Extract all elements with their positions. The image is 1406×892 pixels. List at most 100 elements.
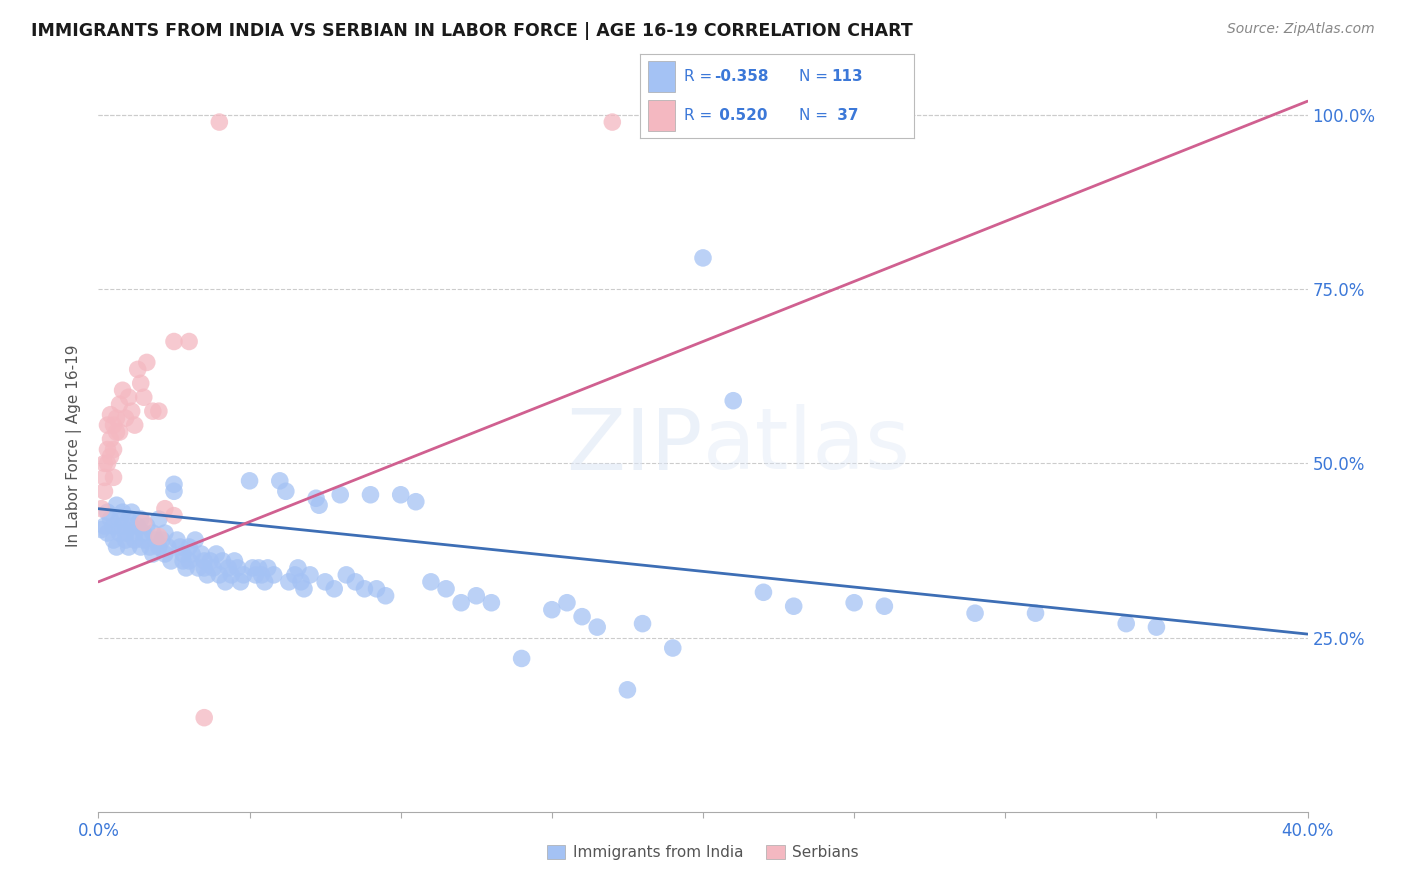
Point — [111, 384, 134, 398]
Point — [148, 512, 170, 526]
Point — [323, 582, 346, 596]
Bar — [648, 100, 675, 130]
Point — [148, 530, 170, 544]
Point — [314, 574, 336, 589]
Point — [163, 334, 186, 349]
Point — [224, 554, 246, 568]
Point — [221, 567, 243, 582]
Bar — [648, 62, 675, 92]
Point — [121, 404, 143, 418]
Point — [329, 488, 352, 502]
Point — [96, 505, 118, 519]
Point — [571, 609, 593, 624]
Point — [305, 491, 328, 506]
Text: 113: 113 — [832, 69, 863, 84]
Legend: Immigrants from India, Serbians: Immigrants from India, Serbians — [541, 839, 865, 866]
Point — [166, 533, 188, 547]
Point — [179, 334, 201, 349]
Point — [132, 390, 155, 404]
Text: R =: R = — [683, 108, 717, 123]
Point — [844, 596, 866, 610]
Point — [127, 362, 149, 376]
Point — [242, 561, 264, 575]
Point — [232, 567, 254, 582]
Point — [229, 574, 252, 589]
Point — [187, 561, 209, 575]
Point — [93, 470, 115, 484]
Text: R =: R = — [683, 69, 717, 84]
Text: Source: ZipAtlas.com: Source: ZipAtlas.com — [1227, 22, 1375, 37]
Point — [142, 547, 165, 561]
Point — [179, 554, 201, 568]
Point — [723, 393, 745, 408]
Point — [96, 442, 118, 457]
Point — [93, 484, 115, 499]
Point — [90, 523, 112, 537]
Point — [179, 540, 201, 554]
Point — [96, 418, 118, 433]
Point — [1024, 606, 1046, 620]
Point — [93, 519, 115, 533]
Point — [148, 540, 170, 554]
Point — [555, 596, 578, 610]
Point — [217, 561, 239, 575]
Point — [135, 519, 157, 533]
Point — [290, 574, 312, 589]
Point — [142, 404, 165, 418]
Point — [752, 585, 775, 599]
Point — [245, 567, 267, 582]
Point — [129, 540, 152, 554]
Point — [374, 589, 396, 603]
Point — [132, 516, 155, 530]
Point — [93, 457, 115, 471]
Point — [132, 526, 155, 541]
Point — [335, 567, 357, 582]
Point — [114, 533, 136, 547]
Point — [153, 526, 176, 541]
Point — [208, 115, 231, 129]
Point — [124, 533, 146, 547]
Point — [105, 425, 128, 439]
Point — [263, 567, 285, 582]
Point — [208, 567, 231, 582]
Point — [100, 512, 122, 526]
Point — [586, 620, 609, 634]
Point — [108, 397, 131, 411]
Point — [405, 494, 427, 508]
Point — [450, 596, 472, 610]
Point — [127, 519, 149, 533]
Point — [1115, 616, 1137, 631]
Point — [965, 606, 987, 620]
Point — [239, 474, 262, 488]
Point — [250, 567, 273, 582]
Point — [481, 596, 503, 610]
Point — [156, 540, 179, 554]
Point — [299, 567, 322, 582]
Point — [287, 561, 309, 575]
Point — [616, 682, 638, 697]
Point — [135, 355, 157, 369]
Point — [873, 599, 896, 614]
Point — [190, 547, 212, 561]
Point — [292, 582, 315, 596]
Point — [103, 519, 125, 533]
Point — [142, 526, 165, 541]
Text: IMMIGRANTS FROM INDIA VS SERBIAN IN LABOR FORCE | AGE 16-19 CORRELATION CHART: IMMIGRANTS FROM INDIA VS SERBIAN IN LABO… — [31, 22, 912, 40]
Point — [389, 488, 412, 502]
Point — [172, 554, 194, 568]
Point — [103, 533, 125, 547]
Point — [121, 505, 143, 519]
Point — [114, 411, 136, 425]
Point — [145, 533, 167, 547]
Point — [100, 408, 122, 422]
Point — [111, 519, 134, 533]
Point — [163, 484, 186, 499]
Text: atlas: atlas — [703, 404, 911, 488]
Point — [90, 501, 112, 516]
Point — [247, 561, 270, 575]
Point — [100, 432, 122, 446]
Text: ZIP: ZIP — [567, 404, 703, 488]
Point — [153, 501, 176, 516]
Point — [108, 526, 131, 541]
Point — [103, 470, 125, 484]
